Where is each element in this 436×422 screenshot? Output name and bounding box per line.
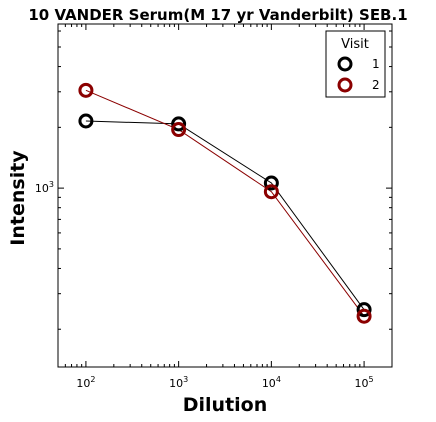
chart-title: 10 VANDER Serum(M 17 yr Vanderbilt) SEB.… [28, 6, 407, 24]
legend-box [325, 30, 386, 98]
y-tick-label: 103 [35, 180, 54, 195]
series-2-point [263, 184, 279, 200]
legend-entries: 12 [337, 56, 380, 93]
legend-marker-1 [337, 56, 353, 72]
x-tick-exp: 2 [90, 375, 95, 384]
series-1-point [263, 175, 279, 191]
series-2-point [171, 122, 187, 138]
y-tick-base: 10 [35, 182, 49, 195]
legend-title: Visit [341, 37, 369, 52]
x-axis-label: Dilution [183, 394, 268, 416]
series-1-point [78, 113, 94, 129]
x-tick-exp: 5 [369, 375, 374, 384]
x-tick-label: 104 [262, 375, 281, 390]
series-layer [78, 82, 372, 324]
x-tick-base: 10 [169, 377, 183, 390]
x-tick-base: 10 [262, 377, 276, 390]
x-tick-base: 10 [76, 377, 90, 390]
series-2-point [356, 308, 372, 324]
series-2-point [78, 82, 94, 98]
series-1-point [356, 302, 372, 318]
plot-frame [57, 23, 393, 368]
series-2-line [85, 89, 365, 317]
x-tick-exp: 4 [276, 375, 281, 384]
y-tick-exp: 3 [49, 180, 54, 189]
series-1-point [171, 116, 187, 132]
x-tick-exp: 3 [183, 375, 188, 384]
x-tick-label: 103 [169, 375, 188, 390]
x-tick-label: 105 [355, 375, 374, 390]
legend-label-2: 2 [372, 78, 380, 92]
y-axis-label: Intensity [7, 150, 29, 246]
x-tick-label: 102 [76, 375, 95, 390]
legend-marker-2 [337, 77, 353, 93]
legend: Visit 12 [325, 30, 386, 98]
series-1-line [85, 120, 365, 310]
x-tick-base: 10 [355, 377, 369, 390]
legend-label-1: 1 [372, 57, 380, 71]
